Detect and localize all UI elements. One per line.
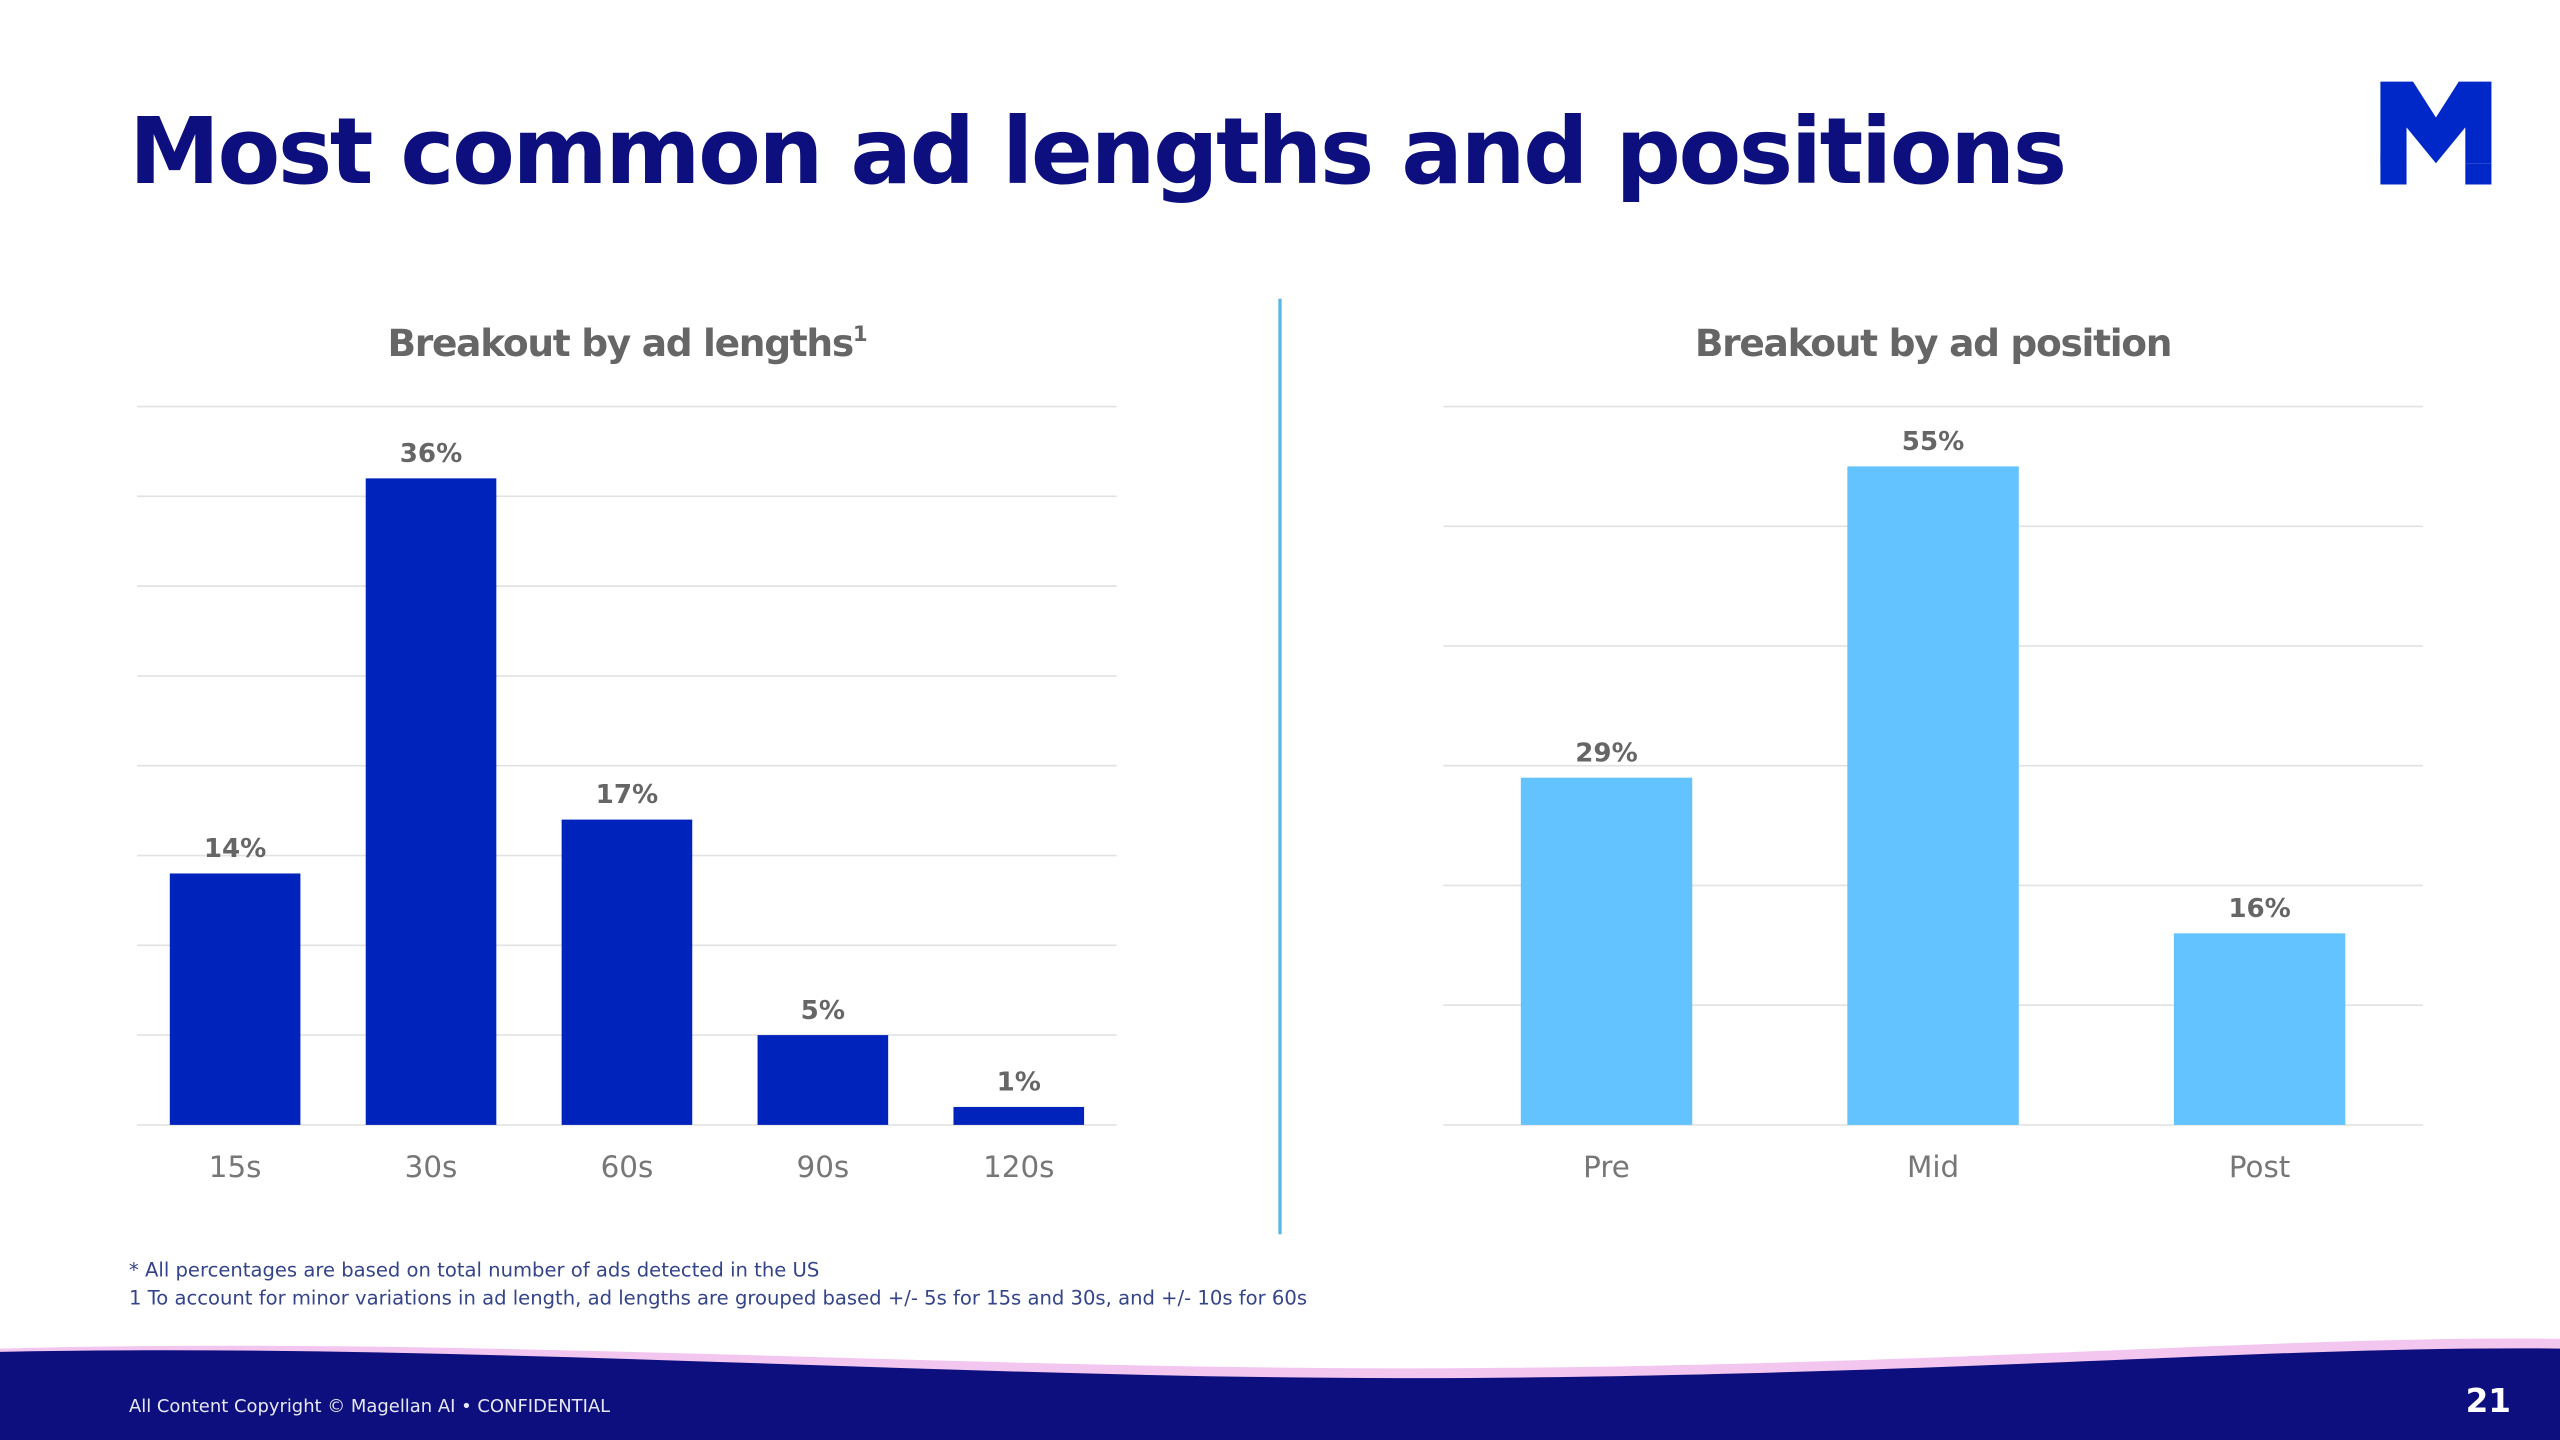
footnote: * All percentages are based on total num… bbox=[129, 1259, 819, 1282]
footnote: 1 To account for minor variations in ad … bbox=[129, 1286, 1307, 1309]
copyright: All Content Copyright © Magellan AI • CO… bbox=[129, 1396, 610, 1417]
value-label: 36% bbox=[400, 439, 462, 469]
bar bbox=[1847, 466, 2019, 1125]
value-label: 14% bbox=[204, 834, 267, 864]
value-label: 16% bbox=[2228, 894, 2291, 924]
x-tick-label: Post bbox=[2229, 1150, 2290, 1184]
value-label: 1% bbox=[997, 1068, 1041, 1098]
bar bbox=[561, 819, 693, 1125]
chart-title-superscript: 1 bbox=[853, 322, 867, 347]
x-tick-label: 60s bbox=[601, 1150, 654, 1184]
x-tick-label: 30s bbox=[405, 1150, 458, 1184]
x-tick-label: 120s bbox=[983, 1150, 1054, 1184]
bar bbox=[169, 873, 301, 1125]
value-label: 17% bbox=[596, 780, 659, 810]
x-tick-label: 15s bbox=[209, 1150, 262, 1184]
value-label: 5% bbox=[801, 996, 845, 1026]
x-tick-label: 90s bbox=[797, 1150, 850, 1184]
bar bbox=[953, 1106, 1085, 1125]
x-tick-label: Pre bbox=[1583, 1150, 1630, 1184]
value-label: 55% bbox=[1902, 427, 1965, 457]
bar bbox=[2173, 933, 2346, 1125]
x-tick-label: Mid bbox=[1907, 1150, 1959, 1184]
footer-band bbox=[0, 1348, 2560, 1440]
chart-title: Breakout by ad position bbox=[1695, 321, 2171, 365]
bar bbox=[1520, 777, 1693, 1125]
value-label: 29% bbox=[1575, 738, 1638, 768]
chart-title-text: Breakout by ad lengths bbox=[388, 321, 853, 365]
bar bbox=[365, 478, 497, 1125]
chart-title-text: Breakout by ad position bbox=[1695, 321, 2171, 365]
bar bbox=[757, 1035, 889, 1125]
slide-title: Most common ad lengths and positions bbox=[129, 98, 2065, 205]
chart-title: Breakout by ad lengths1 bbox=[388, 321, 867, 365]
page-number: 21 bbox=[2466, 1382, 2511, 1420]
logo bbox=[2380, 81, 2492, 185]
